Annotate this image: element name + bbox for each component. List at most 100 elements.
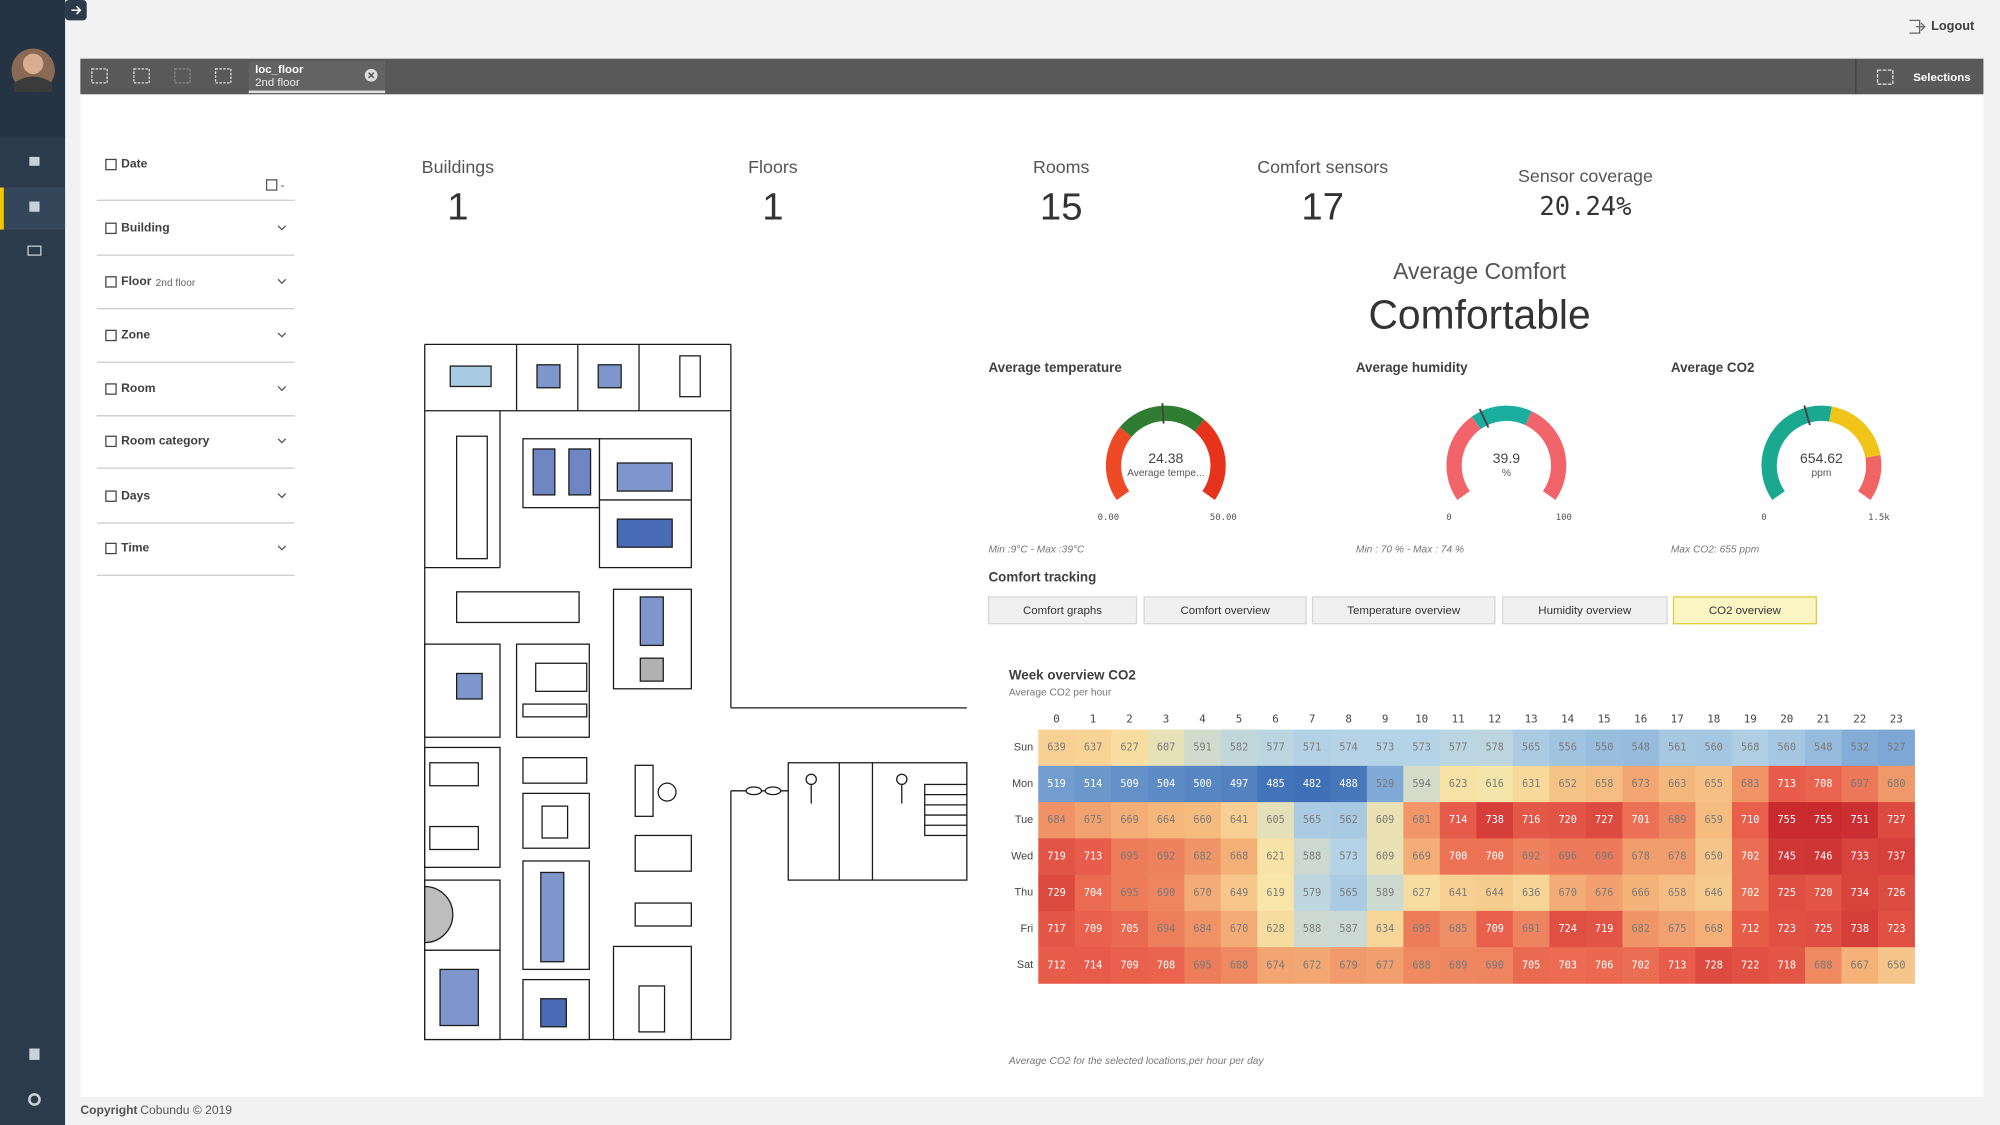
tool-search[interactable] — [91, 68, 108, 84]
filter-label[interactable]: Room category — [121, 434, 209, 448]
filter-chevron[interactable] — [277, 493, 287, 499]
filter-label[interactable]: Time — [121, 541, 149, 555]
heatmap-cell-label: 529 — [1376, 779, 1394, 790]
filter-label[interactable]: Building — [121, 221, 169, 235]
heatmap-cell — [1476, 874, 1514, 912]
heatmap-cell — [1147, 947, 1185, 984]
logout-icon[interactable] — [1909, 19, 1926, 34]
tracking-button-label[interactable]: Comfort overview — [1181, 605, 1271, 617]
nav-settings[interactable] — [28, 1093, 41, 1106]
heatmap-cell-label: 697 — [1851, 779, 1869, 790]
filter-label[interactable]: Days — [121, 488, 150, 502]
heatmap-cell — [1476, 947, 1514, 984]
heatmap-cell — [1622, 838, 1660, 876]
kpi-label: Rooms — [1033, 157, 1090, 177]
filter-label[interactable]: Zone — [121, 328, 150, 342]
filter-chevron[interactable] — [277, 438, 287, 444]
nav-dashboard[interactable] — [29, 201, 40, 212]
heatmap-cell-label: 609 — [1376, 815, 1394, 826]
selections-label[interactable]: Selections — [1913, 72, 1970, 84]
heatmap-cell — [1622, 947, 1660, 984]
tracking-button-label[interactable]: Comfort graphs — [1023, 605, 1102, 617]
gauge-tick-label: 100 — [1556, 513, 1572, 523]
selection-chip[interactable] — [248, 61, 386, 92]
heatmap-cell-label: 578 — [1485, 743, 1503, 754]
gauge-title: Average CO2 — [1671, 360, 1755, 375]
heatmap-col-label: 2 — [1126, 712, 1133, 725]
date-icon[interactable] — [265, 179, 278, 191]
floor-plan-shape — [634, 902, 692, 927]
heatmap-cell-label: 726 — [1887, 888, 1905, 899]
gauge-value: 39.9 — [1493, 450, 1520, 466]
heatmap-cell-label: 504 — [1157, 779, 1175, 790]
heatmap-cell-label: 548 — [1632, 743, 1650, 754]
tool-clear[interactable] — [214, 68, 232, 84]
heatmap-cell — [1658, 765, 1696, 803]
floor-plan-shape — [764, 786, 782, 796]
heatmap-cell — [1476, 910, 1514, 948]
tracking-button-label[interactable]: Humidity overview — [1538, 605, 1632, 617]
filter-chevron[interactable] — [277, 225, 287, 231]
selections-icon[interactable] — [1876, 69, 1894, 85]
heatmap-cell-label: 573 — [1412, 743, 1430, 754]
heatmap-cell — [1220, 910, 1258, 948]
gauge-label: % — [1502, 468, 1511, 479]
tool-back[interactable] — [133, 68, 150, 84]
nav-map[interactable] — [29, 156, 40, 166]
floor-plan-shape — [429, 825, 479, 851]
gauge-tick-label: 0 — [1446, 513, 1451, 523]
nav-screen[interactable] — [27, 245, 42, 256]
tracking-button[interactable] — [987, 596, 1138, 625]
heatmap-cell — [1695, 947, 1733, 984]
heatmap-cell-label: 709 — [1485, 924, 1503, 935]
heatmap-col-label: 23 — [1890, 712, 1903, 725]
heatmap-cell — [1549, 729, 1587, 767]
heatmap-cell-label: 582 — [1230, 743, 1248, 754]
filter-chevron[interactable] — [277, 386, 287, 392]
floor-plan-shape — [639, 596, 664, 647]
nav-docs[interactable] — [29, 1048, 40, 1060]
kpi-label: Buildings — [422, 157, 494, 177]
heatmap-cell-label: 682 — [1193, 852, 1211, 863]
heatmap-cell-label: 745 — [1778, 852, 1796, 863]
tracking-button-label[interactable]: Temperature overview — [1347, 605, 1461, 617]
gauge-value: 24.38 — [1148, 450, 1183, 466]
heatmap-col-label: 11 — [1452, 712, 1465, 725]
heatmap-cell-label: 527 — [1887, 743, 1905, 754]
heatmap-cell-label: 685 — [1449, 924, 1467, 935]
heatmap-cell — [1293, 874, 1331, 912]
tool-forward[interactable] — [174, 68, 191, 84]
heatmap-cell-label: 565 — [1522, 743, 1540, 754]
heatmap-cell-label: 712 — [1047, 960, 1065, 971]
heatmap-col-label: 1 — [1090, 712, 1097, 725]
heatmap-cell-label: 488 — [1339, 779, 1357, 790]
heatmap-cell — [1695, 729, 1733, 767]
heatmap-cell — [1841, 910, 1879, 948]
heatmap-col-label: 17 — [1671, 712, 1684, 725]
heatmap-cell-label: 497 — [1230, 779, 1248, 790]
tracking-button[interactable] — [1672, 596, 1817, 625]
tracking-button-label[interactable]: CO2 overview — [1709, 605, 1782, 617]
tracking-button[interactable] — [1501, 596, 1668, 625]
heatmap-cell — [1585, 729, 1623, 767]
heatmap-col-label: 22 — [1853, 712, 1866, 725]
filter-label[interactable]: Room — [121, 381, 156, 395]
logout[interactable]: Logout — [1931, 18, 1975, 33]
heatmap-cell-label: 720 — [1558, 815, 1576, 826]
filter-label[interactable]: Floor — [121, 274, 152, 288]
filter-chevron[interactable] — [277, 332, 287, 338]
heatmap-cell-label: 688 — [1814, 960, 1832, 971]
filter-chevron[interactable] — [277, 278, 287, 285]
floor-plan-shape — [439, 968, 479, 1027]
filter-chevron[interactable] — [277, 545, 287, 551]
heatmap-cell-label: 688 — [1412, 960, 1430, 971]
filter-icon — [105, 158, 117, 171]
filter-label[interactable]: Date — [121, 157, 148, 171]
floor-plan-shape — [540, 998, 567, 1028]
tracking-button[interactable] — [1143, 596, 1307, 625]
heatmap-cell — [1403, 838, 1441, 876]
tracking-button[interactable] — [1311, 596, 1496, 625]
heatmap-cell-label: 616 — [1485, 779, 1503, 790]
heatmap-cell-label: 702 — [1741, 852, 1759, 863]
heatmap-cell — [1549, 910, 1587, 948]
